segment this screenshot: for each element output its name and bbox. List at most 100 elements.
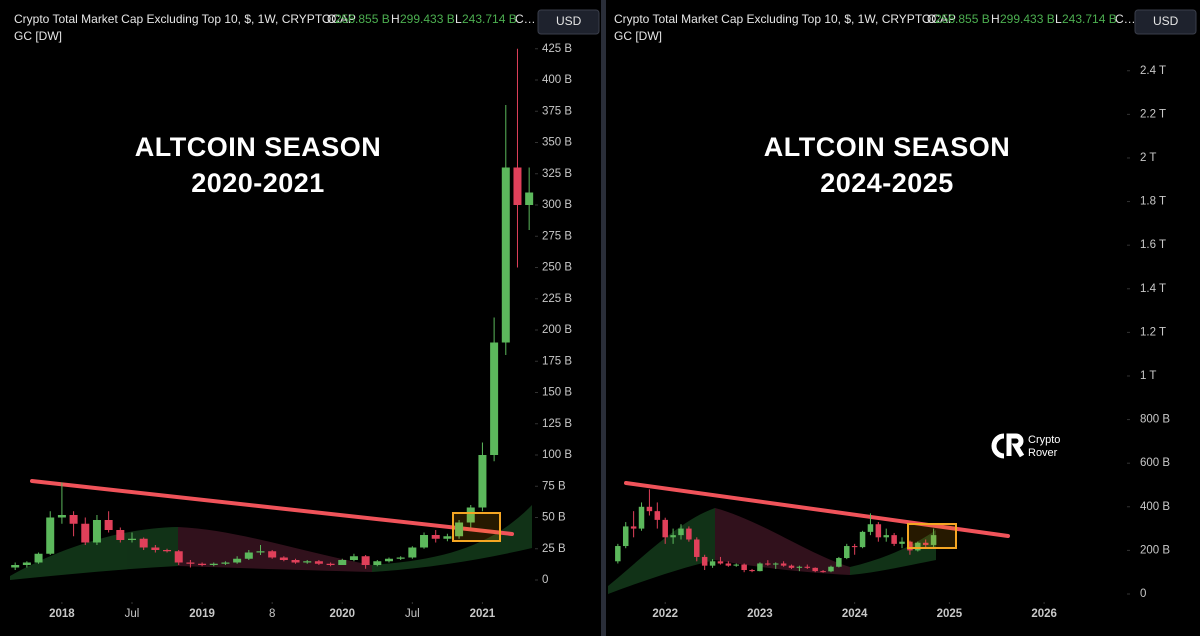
currency-button[interactable] (537, 9, 600, 35)
header-title: Crypto Total Market Cap Excluding Top 10… (14, 12, 356, 26)
candle-body (244, 552, 253, 559)
candle-body (812, 567, 818, 572)
band-green (850, 530, 936, 575)
candle-body (525, 192, 534, 205)
candle-body (139, 538, 148, 548)
currency-label: USD (556, 14, 582, 28)
watermark-text: Crypto (1028, 434, 1060, 446)
candle-body (151, 547, 160, 550)
trend-line (30, 479, 514, 536)
y-tick-label: 1 T (1140, 370, 1156, 382)
x-tick-label: 2019 (189, 608, 215, 620)
candle-body (907, 541, 913, 551)
annotation: 2020-2021 (191, 168, 325, 198)
candle-body (694, 539, 700, 557)
candle-body (859, 531, 866, 548)
candle-body (836, 558, 842, 567)
candle-body (209, 563, 218, 565)
candle-body (349, 556, 358, 560)
y-tick-label: 1.8 T (1140, 196, 1166, 208)
candle-body (804, 566, 811, 568)
candle-body (796, 566, 803, 568)
y-tick-label: 800 B (1140, 414, 1170, 426)
close-label: C… (1115, 12, 1136, 26)
candle-body (851, 546, 858, 548)
open-label: O (327, 12, 336, 26)
candle-body (361, 556, 370, 565)
candle-body (686, 528, 692, 540)
candle-body (279, 557, 288, 560)
candle-body (501, 167, 510, 343)
candle-body (725, 563, 732, 566)
candle-body (11, 565, 20, 568)
y-tick-label: 150 B (542, 387, 572, 399)
candle-body (741, 564, 747, 571)
candle-body (455, 522, 464, 537)
y-tick-label: 0 (542, 574, 548, 586)
trend-line (624, 481, 1010, 538)
candle-body (717, 561, 724, 564)
logo-icon (991, 433, 1005, 459)
candle-body (116, 530, 125, 540)
y-tick-label: 1.2 T (1140, 326, 1166, 338)
close-label: C… (515, 12, 536, 26)
candle-body (630, 526, 637, 529)
y-tick-label: 75 B (542, 480, 566, 492)
y-tick-label: 375 B (542, 105, 572, 117)
x-tick-label: 2020 (329, 608, 355, 620)
candle-body (899, 541, 905, 544)
low-value: 243.714 B (462, 12, 517, 26)
candle-body (772, 563, 779, 565)
candle-body (22, 562, 31, 565)
candle-body (57, 515, 66, 518)
candle-body (233, 558, 242, 563)
candle-body (384, 558, 393, 562)
y-tick-label: 200 B (1140, 544, 1170, 556)
y-tick-label: 400 B (542, 74, 572, 86)
candle-body (875, 524, 882, 538)
high-label: H (991, 12, 1000, 26)
y-tick-label: 325 B (542, 168, 572, 180)
y-tick-label: 25 B (542, 543, 566, 555)
candle-body (163, 550, 172, 552)
high-label: H (391, 12, 400, 26)
candle-body (338, 560, 347, 565)
candle-body (104, 520, 113, 530)
x-tick-label: 8 (269, 608, 275, 620)
candle-body (256, 551, 265, 553)
panel-divider (601, 0, 606, 636)
candle-body (930, 535, 937, 545)
annotation: 2024-2025 (820, 168, 954, 198)
x-tick-label: 2025 (937, 608, 963, 620)
open-label: O (927, 12, 936, 26)
low-label: L (455, 12, 462, 26)
candle-body (92, 520, 101, 543)
y-tick-label: 50 B (542, 512, 566, 524)
y-tick-label: 400 B (1140, 501, 1170, 513)
candle-body (757, 563, 763, 572)
candle-body (765, 563, 771, 565)
candle-body (420, 535, 429, 548)
y-tick-label: 250 B (542, 262, 572, 274)
candle-body (443, 536, 452, 539)
watermark-text: Rover (1028, 447, 1058, 459)
y-tick-label: 1.4 T (1140, 283, 1166, 295)
candle-body (174, 551, 183, 563)
candle-body (373, 561, 382, 565)
highlight-box (907, 523, 957, 549)
candle-body (46, 517, 55, 554)
candle-body (314, 561, 323, 564)
y-tick-label: 2.4 T (1140, 65, 1166, 77)
candle-body (221, 562, 230, 564)
y-tick-label: 425 B (542, 43, 572, 55)
candle-body (654, 511, 661, 520)
watermark: Crypto Rover (991, 433, 1060, 459)
high-value: 299.433 B (400, 12, 455, 26)
candle-body (303, 561, 312, 563)
candle-body (638, 506, 645, 529)
x-tick-label: 2024 (842, 608, 868, 620)
candle-body (780, 563, 787, 566)
currency-button[interactable] (1134, 9, 1197, 35)
y-tick-label: 600 B (1140, 457, 1170, 469)
